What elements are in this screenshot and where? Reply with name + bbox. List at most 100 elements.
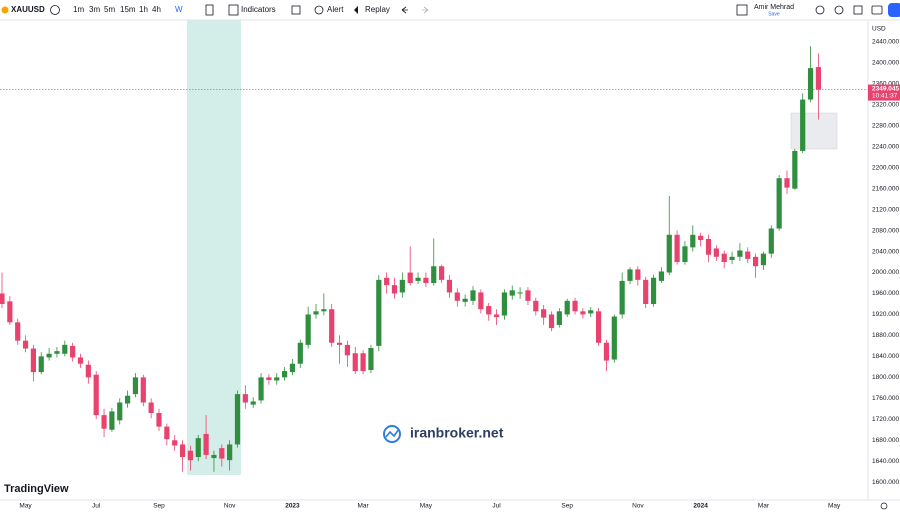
candle-body [305,314,311,345]
candle-body [203,433,209,455]
y-tick-label: 1920.000 [872,311,899,318]
snapshot-button[interactable] [871,5,883,15]
user-name[interactable]: Amir Mehrad [754,4,794,11]
x-tick-label: Sep [153,503,165,510]
x-tick-label: Mar [357,503,369,510]
y-tick-label: 2080.000 [872,227,899,234]
x-tick-label: Nov [224,503,236,510]
candle-body [572,300,578,312]
candle-body [705,238,712,255]
candle-body [211,454,217,459]
x-tick-label: Nov [632,503,644,510]
candle-body [619,280,625,315]
interval[interactable]: 4h [152,5,161,14]
add-symbol[interactable] [50,5,60,15]
candle-body [234,394,241,445]
candle-body [125,395,131,404]
candle-body [713,248,719,257]
candle-body [580,311,586,315]
candle-body [807,68,814,100]
candle-body [768,228,774,254]
price-axis [868,21,900,513]
candle-body [93,374,99,416]
y-tick-label: 2040.000 [872,248,899,255]
candle-body [399,279,405,293]
alert-button[interactable]: Alert [327,5,344,14]
y-tick-label: 1960.000 [872,290,899,297]
candle-body [784,178,790,188]
interval[interactable]: 3m [89,5,100,14]
candle-body [376,279,382,346]
candle-body [258,377,264,401]
y-tick-label: 2200.000 [872,164,899,171]
y-tick-label: 2280.000 [872,122,899,129]
search-button[interactable] [815,5,825,15]
candle-body [0,293,5,304]
candle-body [698,235,704,241]
publish-button[interactable] [888,3,900,17]
replay-icon[interactable] [354,6,358,14]
x-tick-label: May [19,503,32,510]
indicators-icon[interactable] [228,4,239,16]
indicators-button[interactable]: Indicators [241,5,276,14]
candle-body [140,377,146,403]
y-tick-label: 1720.000 [872,416,899,423]
candle-body [478,292,484,310]
symbol[interactable]: XAUUSD [11,5,45,14]
redo-button[interactable] [422,6,429,14]
candle-body [227,444,233,461]
alert-icon[interactable] [314,5,324,15]
candle-body [596,311,602,343]
save-label[interactable]: Save [768,11,780,17]
candle-body [7,301,13,323]
y-tick-label: 2320.000 [872,102,899,109]
candle-body [517,292,523,294]
interval[interactable]: 1m [73,5,84,14]
candle-body [368,348,374,371]
highlight-range [187,20,241,475]
settings-button[interactable] [834,5,844,15]
y-tick-label: 1800.000 [872,374,899,381]
candle-body [423,277,429,284]
candle-body [156,412,162,427]
candle-body [556,311,562,325]
candle-body [313,311,319,315]
candle-body [737,250,743,257]
interval-active[interactable]: W [175,5,183,14]
candle-body [635,269,641,280]
axis-settings[interactable] [880,502,888,510]
candle-body [274,377,280,381]
candle-body [431,266,437,284]
candle-body [219,448,225,459]
replay-button[interactable]: Replay [365,5,390,14]
fullscreen-button[interactable] [853,5,863,15]
undo-button[interactable] [401,6,408,14]
candle-body [643,279,649,304]
candle-body [164,426,170,440]
candle-body [109,411,115,430]
candle-body [525,290,531,301]
x-tick-label: May [420,503,433,510]
y-tick-label: 2440.000 [872,39,899,46]
x-tick-label: Sep [561,503,573,510]
chart-type-button[interactable] [205,4,214,16]
logo[interactable]: TradingView [4,483,69,495]
candle-body [195,438,201,458]
layouts-button[interactable] [291,5,301,15]
candle-body [721,253,727,263]
countdown-label: 10:41:37 [872,92,898,99]
candle-body [62,344,68,354]
candle-body [391,285,398,294]
candle-body [77,357,84,364]
candle-body [501,292,507,316]
watermark-icon-line [385,428,400,438]
interval[interactable]: 1h [139,5,148,14]
x-tick-label: Jul [92,503,101,510]
interval[interactable]: 5m [104,5,115,14]
currency-label: USD [872,26,886,33]
candle-body [674,234,680,263]
interval[interactable]: 15m [120,5,136,14]
candle-body [541,309,547,318]
layout-icon[interactable] [736,4,748,16]
